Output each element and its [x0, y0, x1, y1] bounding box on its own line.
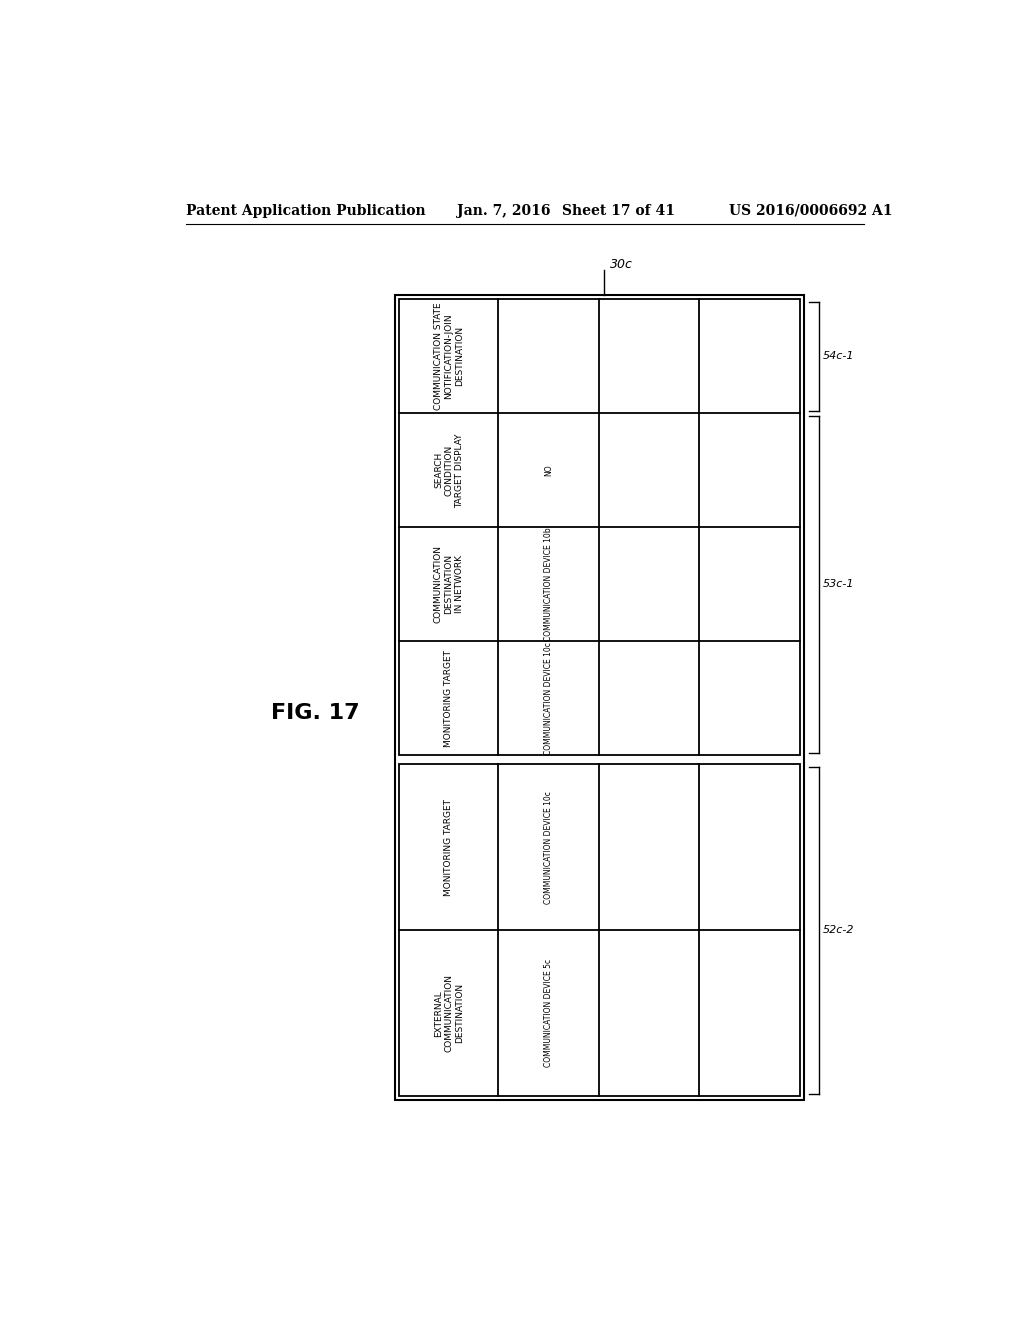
- Text: EXTERNAL
COMMUNICATION
DESTINATION: EXTERNAL COMMUNICATION DESTINATION: [434, 974, 464, 1052]
- Bar: [399, 764, 800, 1096]
- Text: COMMUNICATION
DESTINATION
IN NETWORK: COMMUNICATION DESTINATION IN NETWORK: [434, 545, 464, 623]
- Bar: [399, 300, 800, 755]
- Text: MONITORING TARGET: MONITORING TARGET: [444, 649, 454, 747]
- Text: COMMUNICATION DEVICE 10c: COMMUNICATION DEVICE 10c: [544, 642, 553, 755]
- Text: Jan. 7, 2016: Jan. 7, 2016: [458, 203, 551, 218]
- Text: COMMUNICATION DEVICE 5c: COMMUNICATION DEVICE 5c: [544, 960, 553, 1068]
- Text: COMMUNICATION STATE
NOTIFICATION-JOIN
DESTINATION: COMMUNICATION STATE NOTIFICATION-JOIN DE…: [434, 302, 464, 411]
- Text: COMMUNICATION DEVICE 10b: COMMUNICATION DEVICE 10b: [544, 528, 553, 642]
- Text: 30c: 30c: [610, 259, 633, 271]
- Text: 53c-1: 53c-1: [823, 579, 855, 589]
- Text: US 2016/0006692 A1: US 2016/0006692 A1: [729, 203, 892, 218]
- Text: Patent Application Publication: Patent Application Publication: [186, 203, 426, 218]
- Text: 52c-2: 52c-2: [823, 925, 855, 936]
- Text: Sheet 17 of 41: Sheet 17 of 41: [562, 203, 675, 218]
- Text: 54c-1: 54c-1: [823, 351, 855, 362]
- Text: COMMUNICATION DEVICE 10c: COMMUNICATION DEVICE 10c: [544, 791, 553, 904]
- Text: FIG. 17: FIG. 17: [271, 702, 360, 723]
- Text: SEARCH
CONDITION
TARGET DISPLAY: SEARCH CONDITION TARGET DISPLAY: [434, 433, 464, 507]
- Text: NO: NO: [544, 465, 553, 477]
- Text: MONITORING TARGET: MONITORING TARGET: [444, 799, 454, 896]
- Bar: [395, 296, 804, 1100]
